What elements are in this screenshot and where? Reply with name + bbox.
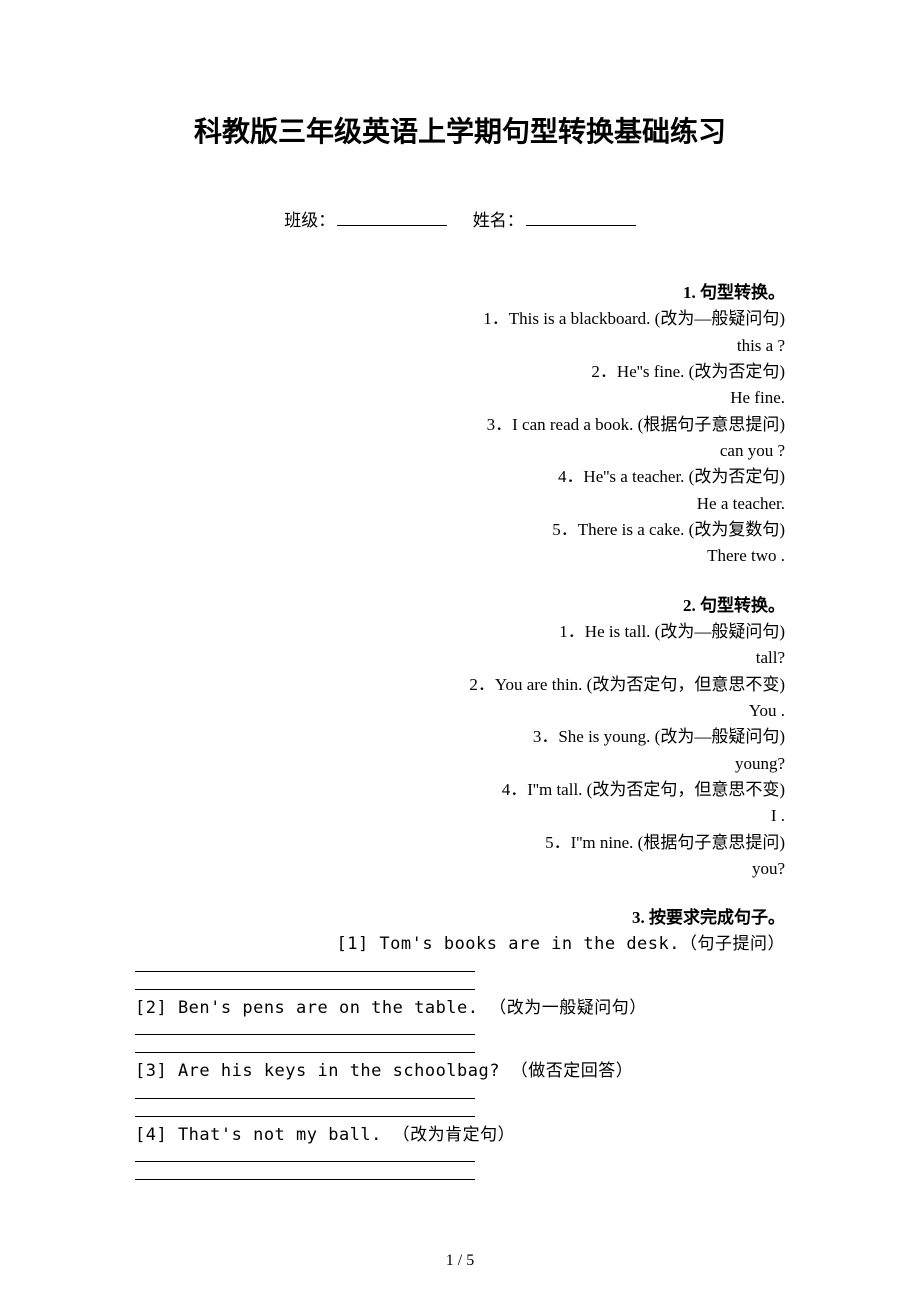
s1-q3-blank: can you ? bbox=[135, 438, 785, 464]
section-3: 3. 按要求完成句子。 [1] Tom's books are in the d… bbox=[135, 904, 785, 1180]
answer-line bbox=[135, 976, 475, 990]
section-1-heading: 1. 句型转换。 bbox=[135, 279, 785, 306]
class-blank bbox=[337, 209, 447, 226]
name-label: 姓名： bbox=[473, 211, 524, 230]
answer-line bbox=[135, 1021, 475, 1035]
answer-line bbox=[135, 1039, 475, 1053]
section-2: 2. 句型转换。 1．He is tall. (改为—般疑问句) tall? 2… bbox=[135, 592, 785, 883]
name-blank bbox=[526, 209, 636, 226]
answer-line bbox=[135, 958, 475, 972]
s2-q4-blank: I . bbox=[135, 803, 785, 829]
s1-q4: 4．He''s a teacher. (改为否定句) bbox=[135, 464, 785, 490]
s2-q3-blank: young? bbox=[135, 751, 785, 777]
student-info-row: 班级： 姓名： bbox=[135, 206, 785, 231]
section-3-heading: 3. 按要求完成句子。 bbox=[135, 904, 785, 931]
page-footer: 1 / 5 bbox=[0, 1252, 920, 1270]
document-title: 科教版三年级英语上学期句型转换基础练习 bbox=[135, 110, 785, 150]
s1-q2: 2．He''s fine. (改为否定句) bbox=[135, 359, 785, 385]
s2-q2: 2．You are thin. (改为否定句，但意思不变) bbox=[135, 672, 785, 698]
s1-q2-blank: He fine. bbox=[135, 385, 785, 411]
s1-q3: 3．I can read a book. (根据句子意思提问) bbox=[135, 412, 785, 438]
s2-q5: 5．I''m nine. (根据句子意思提问) bbox=[135, 830, 785, 856]
s1-q1: 1．This is a blackboard. (改为—般疑问句) bbox=[135, 306, 785, 332]
s1-q1-blank: this a ? bbox=[135, 333, 785, 359]
s2-q4: 4．I''m tall. (改为否定句，但意思不变) bbox=[135, 777, 785, 803]
class-label: 班级： bbox=[284, 211, 335, 230]
section-2-heading: 2. 句型转换。 bbox=[135, 592, 785, 619]
s3-q4: [4] That's not my ball. （改为肯定句） bbox=[135, 1123, 785, 1149]
s2-q5-blank: you? bbox=[135, 856, 785, 882]
answer-line bbox=[135, 1148, 475, 1162]
s3-q1: [1] Tom's books are in the desk.（句子提问） bbox=[135, 931, 785, 957]
s2-q1-blank: tall? bbox=[135, 645, 785, 671]
s3-q3: [3] Are his keys in the schoolbag? （做否定回… bbox=[135, 1059, 785, 1085]
s3-q2: [2] Ben's pens are on the table. （改为一般疑问… bbox=[135, 996, 785, 1022]
answer-line bbox=[135, 1085, 475, 1099]
section-1: 1. 句型转换。 1．This is a blackboard. (改为—般疑问… bbox=[135, 279, 785, 570]
s1-q5-blank: There two . bbox=[135, 543, 785, 569]
s1-q4-blank: He a teacher. bbox=[135, 491, 785, 517]
s2-q2-blank: You . bbox=[135, 698, 785, 724]
answer-line bbox=[135, 1103, 475, 1117]
s2-q1: 1．He is tall. (改为—般疑问句) bbox=[135, 619, 785, 645]
s2-q3: 3．She is young. (改为—般疑问句) bbox=[135, 724, 785, 750]
s1-q5: 5．There is a cake. (改为复数句) bbox=[135, 517, 785, 543]
answer-line bbox=[135, 1166, 475, 1180]
